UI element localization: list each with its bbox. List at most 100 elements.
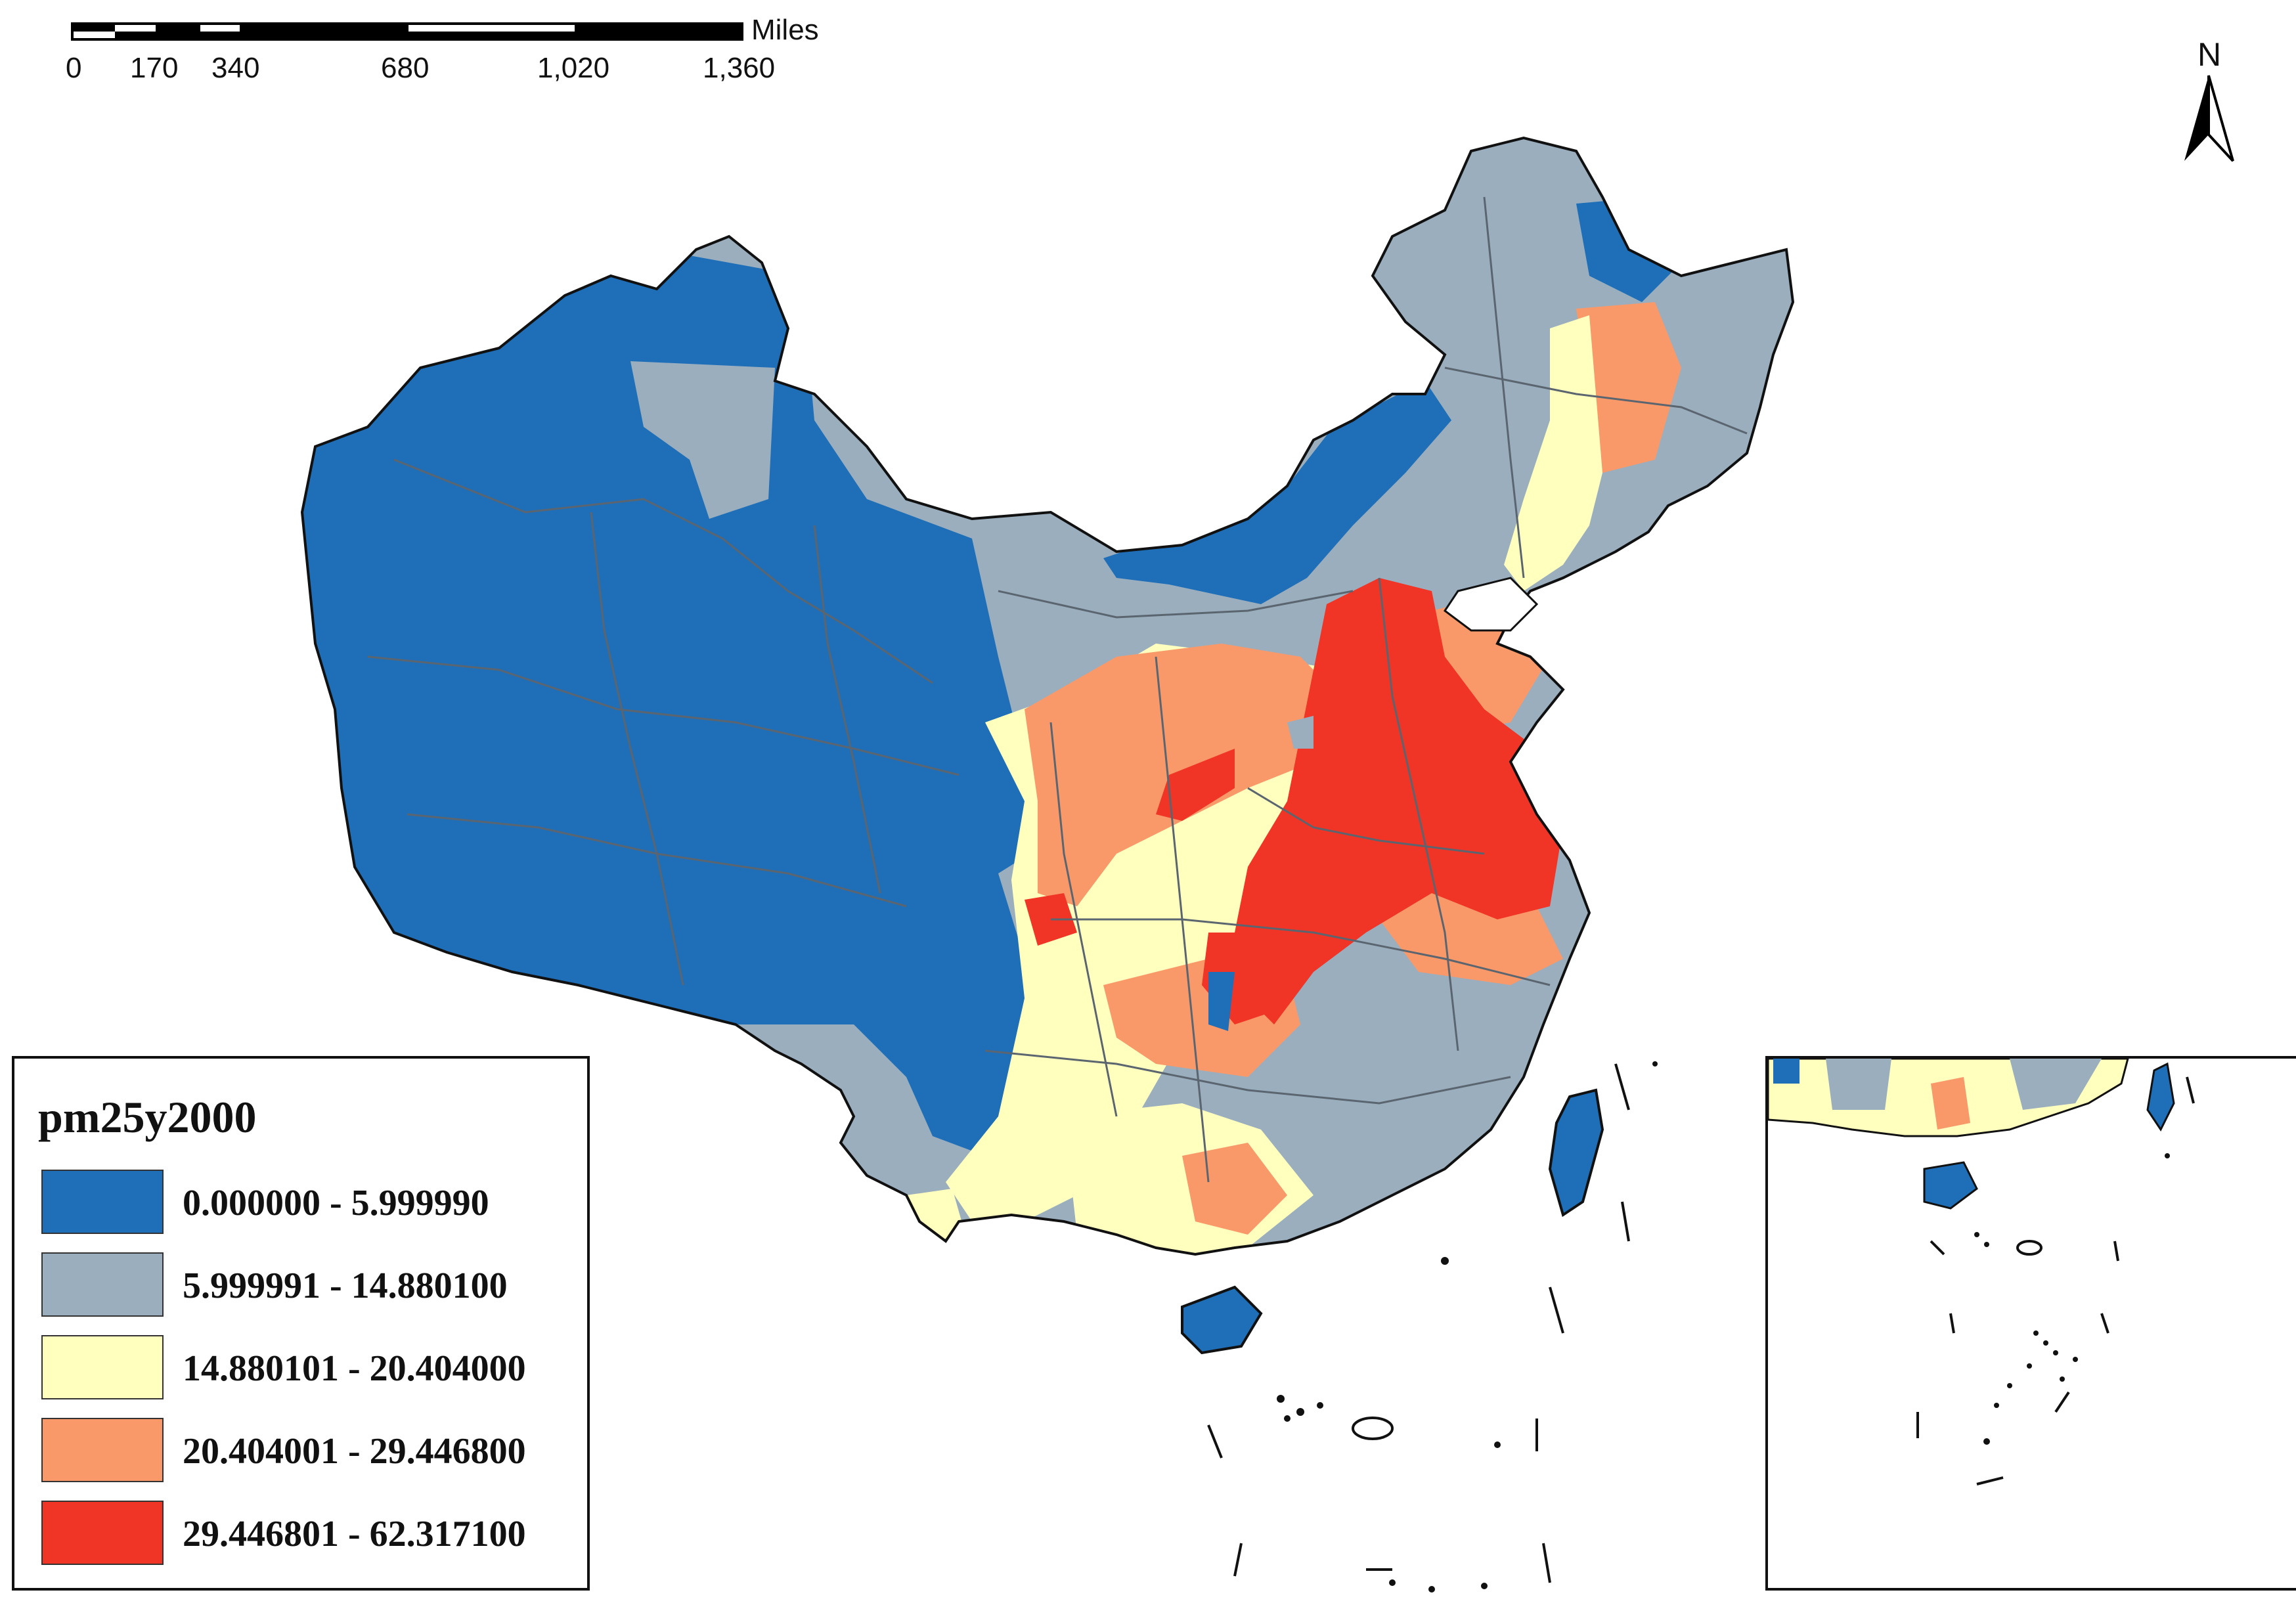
island-dot — [1481, 1583, 1488, 1589]
scale-bar-segment — [240, 24, 408, 39]
inset-islands — [1974, 1153, 2170, 1445]
boundary-dash — [1614, 1063, 1630, 1110]
boundary-dash — [2186, 1076, 2195, 1104]
region-north-china-plain-high — [1235, 578, 1563, 1024]
scale-bar-tick-label: 0 — [66, 52, 81, 84]
legend-swatch — [41, 1252, 164, 1317]
legend-label: 14.880101 - 20.404000 — [183, 1348, 526, 1389]
region-guanzhong-high — [1156, 749, 1235, 821]
legend-label: 5.999991 - 14.880100 — [183, 1265, 508, 1306]
north-arrow: N — [2184, 36, 2234, 162]
legend-label: 0.000000 - 5.999990 — [183, 1183, 489, 1223]
island-dot — [1428, 1586, 1435, 1593]
legend-swatch — [41, 1335, 164, 1399]
island-dot — [1277, 1395, 1285, 1403]
boundary-dash — [1621, 1201, 1630, 1242]
scale-bar: Miles 0 170 340 680 1,020 1,360 — [66, 14, 819, 84]
island-dot — [1284, 1415, 1291, 1422]
island-dot — [1652, 1061, 1658, 1066]
island-dot — [1389, 1579, 1396, 1586]
boundary-line — [1483, 196, 1525, 579]
region-southeast-grey — [1261, 959, 1550, 1195]
inset-map — [1765, 1056, 2296, 1591]
region-northeast-elevated — [1576, 302, 1681, 473]
scale-bar-tick-label: 1,360 — [703, 52, 775, 84]
admin-boundaries — [367, 196, 1748, 1183]
island-dot — [1994, 1403, 1999, 1408]
island-outline — [1352, 1417, 1394, 1440]
boundary-line — [998, 590, 1354, 619]
island-dot — [2165, 1153, 2170, 1158]
boundary-line — [393, 458, 933, 684]
north-arrow-dark-half — [2184, 76, 2209, 161]
scale-bar-tick-label: 680 — [381, 52, 429, 84]
boundary-line — [590, 512, 684, 986]
island-outline — [2016, 1240, 2042, 1256]
island-dot — [2043, 1340, 2048, 1346]
boundary-line — [1378, 577, 1459, 1051]
island-dot — [1494, 1441, 1501, 1448]
boundary-dash — [2054, 1391, 2070, 1413]
taiwan-island — [1548, 1088, 1604, 1218]
scale-bar-segment — [115, 32, 156, 39]
legend-swatch — [41, 1418, 164, 1482]
scale-bar-unit: Miles — [751, 14, 819, 46]
island-dot — [1983, 1438, 1990, 1445]
north-arrow-light-half — [2207, 75, 2234, 162]
inset-boundary — [1916, 1076, 2195, 1485]
island-dot — [2007, 1383, 2012, 1388]
region-central-grey-patch — [1287, 716, 1314, 749]
boundary-dash — [1949, 1313, 1955, 1334]
boundary-dash — [2113, 1241, 2119, 1262]
legend-label: 29.446801 - 62.317100 — [183, 1514, 526, 1554]
inset-grey-patch-east — [2010, 1059, 2102, 1110]
inset-elevated-patch — [1931, 1077, 1970, 1130]
boundary-dash — [2100, 1313, 2109, 1334]
bohai-sea — [1443, 577, 1539, 632]
region-southwest-medium — [906, 1189, 965, 1241]
region-central-low-patch — [1208, 972, 1235, 1031]
island-dot — [1974, 1232, 1979, 1237]
island-dot — [2033, 1330, 2039, 1336]
country-outline — [300, 136, 1795, 1256]
scale-bar-tick-label: 1,020 — [537, 52, 609, 84]
legend-swatch — [41, 1501, 164, 1565]
island-dot — [1441, 1257, 1449, 1265]
inset-taiwan — [2146, 1062, 2175, 1132]
legend: pm25y2000 0.000000 - 5.999990 5.999991 -… — [12, 1056, 590, 1591]
boundary-line — [813, 525, 881, 894]
south-sea-boundary — [1207, 1063, 1630, 1583]
island-dot — [2060, 1376, 2065, 1382]
north-arrow-label: N — [2197, 36, 2221, 73]
boundary-dash — [1233, 1543, 1243, 1577]
inset-low-patch — [1773, 1059, 1799, 1084]
region-west-low — [302, 250, 1051, 1156]
boundary-dash — [1549, 1286, 1564, 1334]
scale-bar-segment — [575, 24, 742, 39]
scale-bar-tick-label: 340 — [211, 52, 259, 84]
boundary-dash — [1542, 1543, 1551, 1583]
scale-bar-segment — [408, 32, 575, 39]
boundary-dash — [1930, 1240, 1945, 1256]
inset-grey-patch — [1826, 1059, 1891, 1110]
region-northwest-grey — [630, 361, 775, 519]
inset-map-frame — [1765, 1056, 2296, 1591]
legend-title: pm25y2000 — [38, 1092, 256, 1142]
scale-bar-segment — [200, 32, 240, 39]
scale-bar-segment — [156, 24, 200, 39]
region-northeast-medium — [1504, 315, 1602, 591]
legend-swatch — [41, 1170, 164, 1234]
boundary-line — [1247, 787, 1485, 855]
island-dot — [2073, 1357, 2078, 1362]
inset-hainan — [1923, 1161, 1978, 1210]
boundary-dash — [1207, 1424, 1223, 1459]
south-sea-islands — [1277, 1061, 1658, 1593]
island-dot — [1317, 1402, 1323, 1409]
boundary-line — [1051, 918, 1551, 986]
boundary-line — [1444, 366, 1748, 435]
boundary-dash — [1976, 1476, 2004, 1485]
scale-bar-segment — [72, 24, 115, 32]
scale-bar-tick-label: 170 — [130, 52, 178, 84]
region-south-elevated — [1182, 1143, 1287, 1235]
